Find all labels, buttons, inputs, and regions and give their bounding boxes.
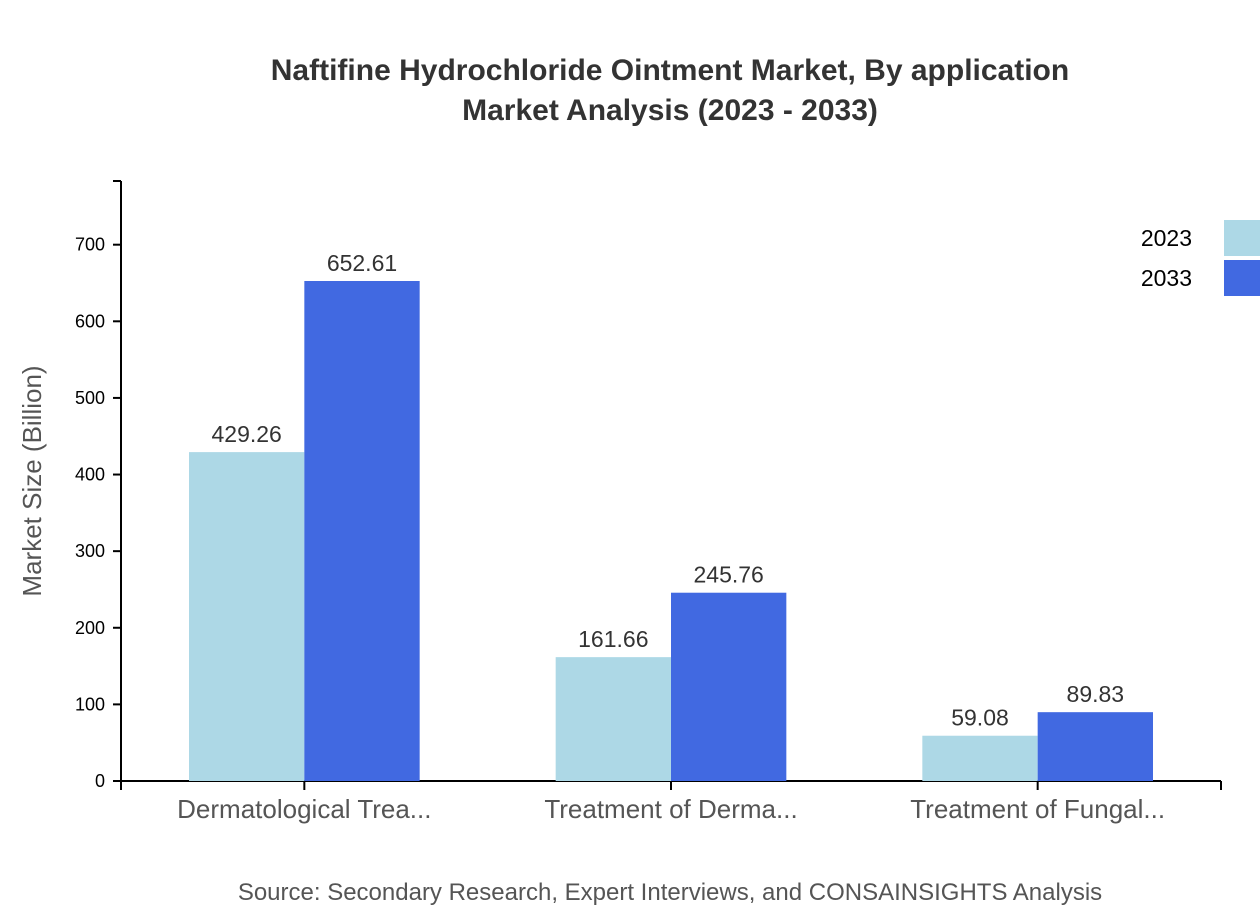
data-label: 652.61 — [327, 250, 397, 276]
bar-2033 — [671, 592, 787, 781]
bar-2023 — [922, 735, 1038, 781]
legend-label: 2033 — [1141, 265, 1192, 291]
chart-title: Naftifine Hydrochloride Ointment Market,… — [271, 54, 1069, 87]
data-label: 161.66 — [578, 626, 648, 652]
bar-2023 — [555, 657, 671, 781]
data-label: 245.76 — [693, 562, 763, 588]
y-tick-label: 100 — [75, 694, 105, 714]
bar-2033 — [304, 280, 420, 781]
x-tick-label: Dermatological Trea... — [177, 794, 431, 824]
y-tick-label: 0 — [95, 771, 105, 791]
y-tick-label: 700 — [75, 235, 105, 255]
data-label: 59.08 — [951, 705, 1009, 731]
x-tick-label: Treatment of Derma... — [544, 794, 797, 824]
y-tick-label: 600 — [75, 311, 105, 331]
legend-swatch-2033 — [1224, 260, 1260, 296]
bar-2023 — [189, 452, 305, 781]
legend-label: 2023 — [1141, 225, 1192, 251]
data-label: 89.83 — [1067, 681, 1125, 707]
y-axis-label: Market Size (Billion) — [17, 365, 47, 596]
y-tick-label: 300 — [75, 541, 105, 561]
data-label: 429.26 — [211, 421, 281, 447]
legend-swatch-2023 — [1224, 220, 1260, 256]
source-note: Source: Secondary Research, Expert Inter… — [238, 879, 1102, 906]
y-tick-label: 500 — [75, 388, 105, 408]
x-tick-label: Treatment of Fungal... — [910, 794, 1165, 824]
y-tick-label: 400 — [75, 465, 105, 485]
bar-2033 — [1037, 712, 1153, 781]
chart-subtitle: Market Analysis (2023 - 2033) — [462, 94, 878, 127]
y-tick-label: 200 — [75, 618, 105, 638]
